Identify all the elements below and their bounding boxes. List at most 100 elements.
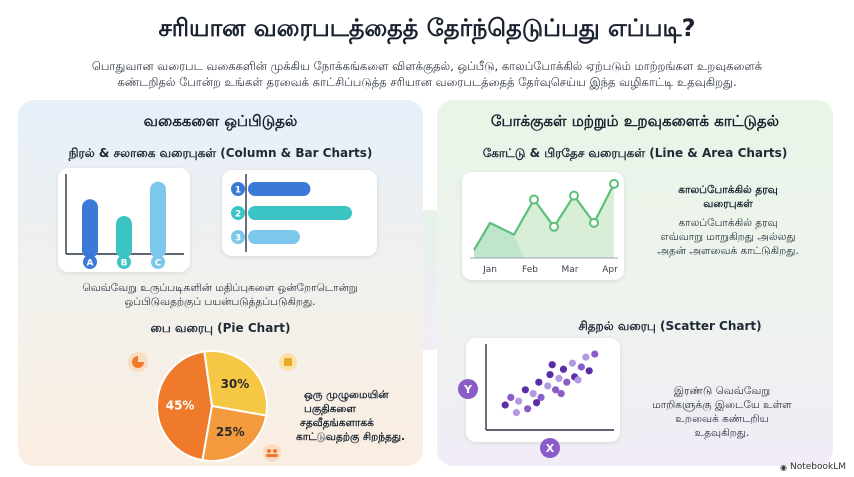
horizontal-bar-3 [248,230,300,244]
area-marker-2 [589,217,599,228]
trends-heading: போக்குகள் மற்றும் உறவுகளைக் காட்டுதல் [490,112,780,130]
scatter-point-4 [524,405,532,413]
scatter-point-12 [559,365,568,373]
horizontal-label-badge-3 [231,230,245,244]
line-side-title: காலப்போக்கில் தரவு வரைபுகள் [648,183,808,211]
column-bar-b [116,216,132,258]
scatter-point-0 [501,401,509,409]
column-label-badge-a [83,255,97,269]
area-tick-jan: Jan [482,265,497,275]
line-desc-line-2: எவ்வாறு மாறுகிறது அல்லது [660,231,796,243]
horizontal-bar-1 [248,182,311,196]
notebooklm-icon: ◉ [779,462,787,472]
area-line [473,183,615,251]
pie-slice-icon [132,356,144,368]
line-charts-heading: கோட்டு & பிரதேச வரைபுகள் (Line & Area Ch… [482,146,788,160]
scatter-desc-line-3: உறவைக் கண்டறிய [675,413,769,425]
area-marker-4 [529,194,539,205]
column-label-badge-b [117,255,131,269]
brand-label: ◉ NotebookLM [780,462,846,472]
people-icon-badge [263,444,281,462]
bar-desc-line-2: ஒப்பிடுவதற்குப் பயன்படுத்தப்படுகிறது. [124,296,316,308]
pie-chart-description: ஒரு முழுமையின் பகுதிகளை சதவீதங்களாகக் கா… [296,388,420,444]
scatter-y-badge: Y [458,379,478,399]
chart-icon [284,358,292,366]
area-chart: Jan Feb Mar Apr [470,178,619,275]
area-tick-feb: Feb [522,265,538,275]
area-marker-1 [569,190,579,201]
column-label-c: C [155,259,162,269]
scatter-point-13 [563,378,571,386]
scatter-point-1 [507,393,515,401]
bar-charts-description: வெவ்வேறு உருப்படிகளின் மதிப்புகளை ஒன்றோட… [40,281,400,309]
line-desc-line-1: காலப்போக்கில் தரவு [678,217,778,229]
scatter-point-18 [585,367,593,375]
pie-slice-30 [203,350,268,417]
column-label-badge-c [151,255,165,269]
bar-chart-card: 1 2 3 [222,170,377,256]
column-bar-a [82,199,98,258]
bar-charts-heading: நிரல் & சலாகை வரைபுகள் (Column & Bar Cha… [68,146,373,160]
scatter-chart-heading: சிதறல் வரைபு (Scatter Chart) [578,319,762,333]
pie-desc-line-3: சதவீதங்களாகக் [300,417,374,429]
scatter-desc-line-1: இரண்டு வெவ்வேறு [673,385,771,397]
scatter-point-14 [568,359,576,367]
pie-desc-line-2: பகுதிகளை [304,403,356,415]
line-desc-line-3: அதன் அளவைக் காட்டுகிறது. [657,245,799,257]
horizontal-label-3: 3 [235,234,241,244]
bar-chart: 1 2 3 [231,174,352,252]
scatter-point-10 [552,386,560,394]
pie-chart: 45% 30% 25% [128,350,297,462]
scatter-x-badge: X [540,438,560,458]
subtitle-line-2: கண்டறிதல் போன்ற உங்கள் தரவைக் காட்சிப்பட… [117,75,737,89]
area-chart-card: Jan Feb Mar Apr [462,172,624,280]
area-marker-0 [549,221,559,232]
pie-desc-line-1: ஒரு முழுமையின் [304,389,389,401]
scatter-point-23 [574,376,582,384]
scatter-point-11 [555,374,563,382]
bar-desc-line-1: வெவ்வேறு உருப்படிகளின் மதிப்புகளை ஒன்றோட… [82,282,358,294]
scatter-x-label: X [546,442,555,455]
scatter-point-3 [521,386,529,394]
scatter-point-16 [577,363,585,371]
scatter-point-8 [544,382,552,390]
scatter-chart-description: இரண்டு வெவ்வேறு மாறிகளுக்கு இடையே உள்ள உ… [640,384,804,440]
area-tick-apr: Apr [602,265,618,275]
comparison-heading: வகைகளை ஒப்பிடுதல் [143,112,298,130]
people-icon [267,449,271,453]
pie-chart-heading: பை வரைபு (Pie Chart) [150,321,291,335]
horizontal-label-badge-1 [231,182,245,196]
scatter-point-2 [515,397,523,405]
area-tick-mar: Mar [562,265,579,275]
brand-text: NotebookLM [789,462,846,472]
horizontal-label-badge-2 [231,206,245,220]
line-side-title-line-2: வரைபுகள் [703,198,753,210]
scatter-desc-line-4: உதவுகிறது. [694,427,750,439]
column-label-a: A [87,259,94,269]
page-subtitle: பொதுவான வரைபட வகைகளின் முக்கிய நோக்கங்கள… [30,58,824,90]
horizontal-label-2: 2 [235,210,241,220]
pie-label-45: 45% [166,398,195,412]
scatter-point-19 [591,350,599,358]
scatter-point-9 [546,371,554,379]
scatter-chart [485,344,614,431]
scatter-point-21 [532,399,541,407]
pie-slice-45 [156,350,214,462]
scatter-point-6 [535,378,543,386]
scatter-y-label: Y [463,383,473,396]
pie-label-30: 30% [221,377,250,391]
scatter-desc-line-2: மாறிகளுக்கு இடையே உள்ள [652,399,792,411]
scatter-point-7 [537,393,545,401]
page-title: சரியான வரைபடத்தைத் தேர்ந்தெடுப்பது எப்பட… [158,14,696,42]
people-icon-2 [273,449,277,453]
horizontal-bar-2 [248,206,352,220]
line-charts-description: காலப்போக்கில் தரவு எவ்வாறு மாறுகிறது அல்… [648,216,808,258]
pie-desc-line-4: காட்டுவதற்கு சிறந்தது. [296,431,405,443]
scatter-point-17 [582,353,590,361]
column-label-b: B [121,259,128,269]
horizontal-label-1: 1 [235,186,241,196]
column-chart: A B C [65,174,184,269]
scatter-point-20 [512,409,520,417]
pie-label-25: 25% [216,425,245,439]
column-chart-card: A B C [58,168,190,272]
